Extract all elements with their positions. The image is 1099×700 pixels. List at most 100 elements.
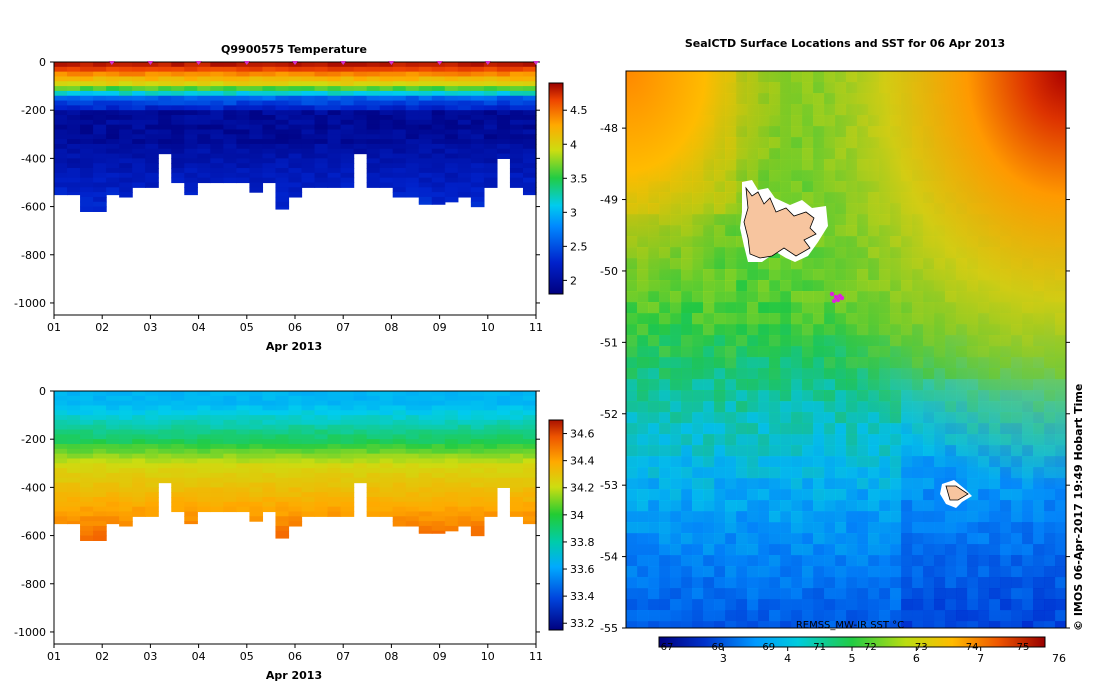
- salinity-cell: [275, 477, 290, 484]
- salinity-cell: [106, 415, 120, 421]
- temperature-cell: [158, 143, 172, 150]
- x-tick-label: 11: [529, 321, 543, 334]
- salinity-cell: [210, 434, 224, 440]
- salinity-cell: [327, 444, 342, 450]
- temperature-cell: [366, 168, 381, 174]
- temperature-cell: [132, 115, 146, 121]
- salinity-cell: [275, 448, 290, 455]
- salinity-cell: [470, 506, 485, 513]
- salinity-cell: [496, 458, 511, 464]
- salinity-cell: [301, 477, 316, 484]
- temperature-cell: [262, 95, 277, 102]
- x-tick-label: 06: [288, 321, 302, 334]
- temperature-cell: [106, 172, 120, 179]
- map-colorbar-label: REMSS_MW-IR SST °C: [796, 620, 904, 631]
- temperature-cell: [184, 95, 198, 102]
- salinity-cell: [379, 492, 394, 498]
- temperature-cell: [171, 168, 185, 174]
- salinity-cell: [366, 482, 381, 488]
- salinity-cell: [457, 400, 472, 407]
- temperature-cell: [353, 100, 368, 106]
- temperature-cell: [431, 134, 446, 140]
- salinity-cell: [353, 405, 368, 411]
- temperature-cell: [418, 124, 433, 131]
- temperature-cell: [223, 105, 237, 111]
- temperature-cell: [483, 153, 498, 159]
- temperature-cell: [444, 192, 459, 198]
- temperature-cell: [262, 163, 277, 169]
- temperature-cell: [80, 143, 94, 150]
- salinity-cell: [275, 487, 290, 493]
- salinity-cell: [236, 429, 251, 435]
- sst-colorbar-ghost-label: 68: [711, 642, 724, 653]
- temperature-cell: [340, 177, 355, 184]
- temperature-cell: [184, 66, 198, 73]
- salinity-cell: [418, 405, 433, 411]
- salinity-cell: [522, 521, 537, 525]
- salinity-cell: [301, 434, 316, 440]
- temperature-cell: [392, 129, 407, 135]
- salinity-cell: [483, 419, 498, 426]
- salinity-cell: [171, 506, 185, 513]
- temperature-cell: [392, 134, 407, 140]
- temperature-cell: [67, 100, 81, 106]
- temperature-cell: [522, 139, 537, 145]
- salinity-cell: [418, 525, 433, 532]
- salinity-cell: [184, 506, 198, 513]
- temperature-cell: [314, 172, 329, 179]
- temperature-cell: [54, 62, 68, 68]
- temperature-cell: [106, 139, 120, 145]
- temperature-cell: [314, 110, 329, 116]
- temperature-cell: [171, 100, 185, 106]
- temperature-cell: [54, 139, 68, 145]
- salinity-cell: [262, 391, 277, 397]
- salinity-cell: [145, 506, 159, 513]
- temperature-cell: [444, 187, 459, 193]
- temperature-cell: [288, 129, 303, 135]
- temperature-cell: [236, 148, 251, 155]
- x-tick-label: 05: [240, 321, 254, 334]
- temperature-cell: [223, 119, 237, 126]
- salinity-cell: [379, 472, 394, 479]
- salinity-cell: [483, 439, 498, 445]
- salinity-cell: [353, 395, 368, 402]
- salinity-cell: [145, 463, 159, 469]
- salinity-cell: [210, 453, 224, 460]
- temperature-cell: [119, 143, 133, 150]
- temperature-cell: [80, 95, 94, 102]
- temperature-cell: [483, 177, 498, 184]
- salinity-cell: [379, 497, 394, 503]
- salinity-cell: [171, 477, 185, 484]
- temperature-cell: [483, 182, 498, 188]
- temperature-cell: [249, 148, 264, 155]
- salinity-cell: [275, 395, 290, 402]
- salinity-cell: [314, 448, 329, 455]
- temperature-cell: [418, 177, 433, 184]
- salinity-cell: [431, 472, 446, 479]
- temperature-cell: [444, 134, 459, 140]
- salinity-cell: [106, 521, 120, 525]
- salinity-cell: [314, 444, 329, 450]
- salinity-cell: [496, 391, 511, 397]
- salinity-cell: [314, 487, 329, 493]
- salinity-cell: [470, 482, 485, 488]
- temperature-cell: [223, 153, 237, 159]
- salinity-cell: [392, 497, 407, 503]
- salinity-cell: [262, 477, 277, 484]
- temperature-cell: [184, 124, 198, 131]
- temperature-cell: [119, 110, 133, 116]
- salinity-cell: [509, 501, 524, 508]
- temperature-cell: [418, 153, 433, 159]
- temperature-x-axis: 01 02 03 04 05 06 07 08 09 10 11: [47, 315, 543, 334]
- salinity-cell: [314, 434, 329, 440]
- temperature-cell: [301, 158, 316, 164]
- temperature-cell: [106, 62, 120, 68]
- temperature-cell: [67, 153, 81, 159]
- temperature-cell: [67, 95, 81, 102]
- salinity-cell: [522, 395, 537, 402]
- salinity-cell: [80, 458, 94, 464]
- salinity-cell: [249, 501, 264, 508]
- colorbar-tick-label: 4: [570, 138, 577, 151]
- temperature-cell: [379, 100, 394, 106]
- salinity-cell: [106, 472, 120, 479]
